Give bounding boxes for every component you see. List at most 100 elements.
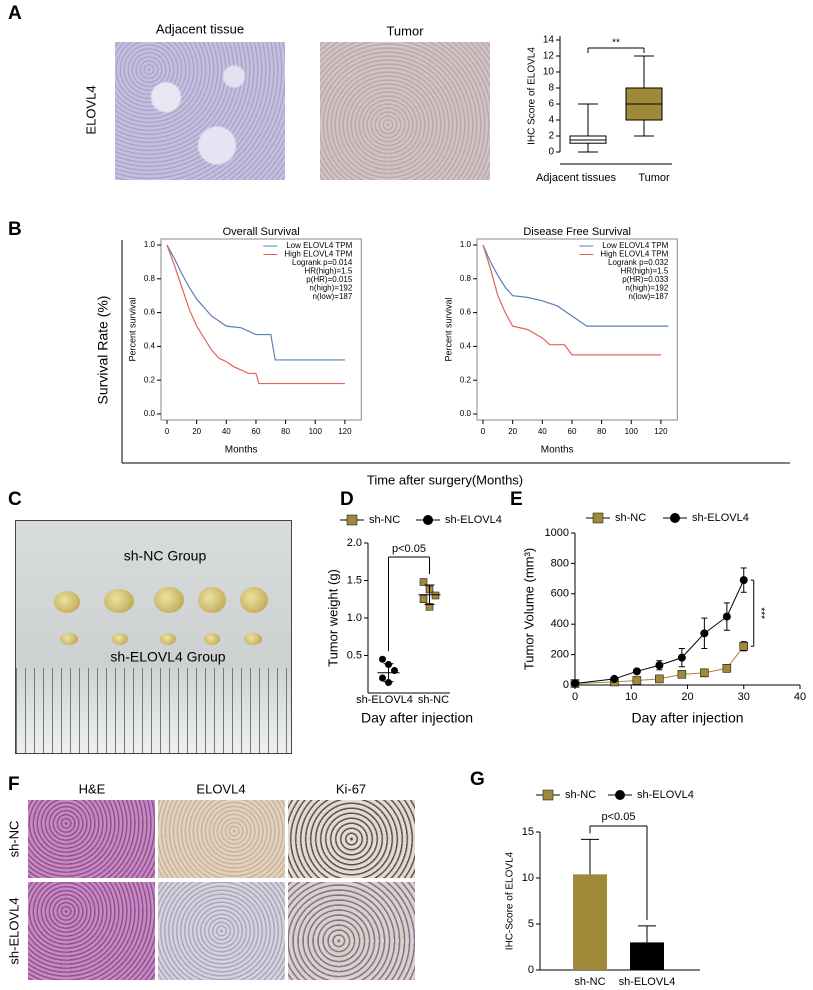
marker xyxy=(419,578,428,586)
chart-title: Overall Survival xyxy=(223,226,300,238)
x-tick-label: 80 xyxy=(281,427,290,436)
legend-marker xyxy=(346,514,358,526)
micrograph xyxy=(320,42,490,180)
x-tick-label: 30 xyxy=(738,691,750,703)
y-tick-label: 2 xyxy=(548,131,554,142)
micrograph xyxy=(288,800,415,878)
x-tick-label: 0 xyxy=(572,691,578,703)
annotation: p<0.05 xyxy=(392,543,426,555)
chart-title: Disease Free Survival xyxy=(523,226,631,238)
marker xyxy=(700,668,709,678)
tumor xyxy=(60,633,78,645)
x-tick-label: 80 xyxy=(597,427,606,436)
y-tick-label: 4 xyxy=(548,115,554,126)
annotation: ** xyxy=(612,38,620,49)
y-tick-label: 10 xyxy=(522,872,534,884)
marker xyxy=(385,679,392,686)
annotation: HR(high)=1.5 xyxy=(304,267,352,276)
axis-label: Months xyxy=(541,445,574,456)
tumor xyxy=(204,633,220,645)
axis-label: Percent survival xyxy=(127,297,137,361)
y-tick-label: 0.6 xyxy=(144,308,156,317)
y-tick-label: 14 xyxy=(543,35,555,46)
y-tick-label: 0 xyxy=(563,679,569,691)
annotation: n(low)=187 xyxy=(312,292,352,301)
marker xyxy=(722,664,732,673)
photo xyxy=(15,520,292,754)
axis-label: IHC-Score of ELOVL4 xyxy=(505,851,516,950)
marker xyxy=(677,653,686,662)
marker xyxy=(739,641,748,651)
bar xyxy=(630,942,664,970)
legend-label: Low ELOVL4 TPM xyxy=(286,241,352,250)
x-tick-label: Adjacent tissues xyxy=(536,172,617,184)
micrograph xyxy=(158,882,285,980)
y-tick-label: 10 xyxy=(543,67,555,78)
legend-label: sh-ELOVL4 xyxy=(692,512,749,524)
marker xyxy=(632,667,641,676)
x-tick-label: 20 xyxy=(192,427,201,436)
series-line xyxy=(482,244,669,327)
tumor xyxy=(198,587,226,613)
column-label: Tumor xyxy=(386,23,424,38)
legend-marker xyxy=(670,513,680,523)
y-tick-label: 0 xyxy=(528,964,534,976)
axis-label: Time after surgery(Months) xyxy=(367,472,523,487)
marker xyxy=(739,576,748,585)
micrograph xyxy=(158,800,285,878)
marker xyxy=(655,661,664,670)
x-tick-label: 40 xyxy=(222,427,231,436)
legend-marker xyxy=(592,512,604,524)
legend-marker xyxy=(423,515,433,525)
panel-letter: D xyxy=(340,489,354,510)
y-tick-label: 400 xyxy=(551,618,569,630)
x-tick-label: 120 xyxy=(338,427,352,436)
y-tick-label: 6 xyxy=(548,99,554,110)
annotation: p<0.05 xyxy=(602,811,636,823)
y-tick-label: 0.0 xyxy=(144,409,156,418)
x-tick-label: sh-ELOVL4 xyxy=(356,694,413,706)
axis-label: Day after injection xyxy=(361,710,473,726)
legend-label: sh-ELOVL4 xyxy=(445,514,502,526)
axis-label: Tumor Volume (mm³) xyxy=(521,548,536,670)
y-tick-label: 12 xyxy=(543,51,555,62)
panel-letter: A xyxy=(8,3,22,24)
tumor xyxy=(54,591,80,613)
panel-letter: E xyxy=(510,489,523,510)
annotation: n(high)=192 xyxy=(309,284,352,293)
row-label: sh-NC xyxy=(6,821,21,858)
legend-label: sh-NC xyxy=(615,512,646,524)
tumor xyxy=(244,633,262,645)
tumor xyxy=(160,633,176,645)
marker xyxy=(632,676,642,685)
marker xyxy=(419,595,428,603)
marker xyxy=(610,674,619,683)
panel-letter: B xyxy=(8,219,22,240)
x-tick-label: 40 xyxy=(538,427,547,436)
y-tick-label: 15 xyxy=(522,826,534,838)
micrograph xyxy=(115,42,285,180)
axis-label: Months xyxy=(225,445,258,456)
annotation: p(HR)=0.015 xyxy=(306,275,353,284)
x-tick-label: sh-NC xyxy=(574,976,605,988)
y-tick-label: 0.0 xyxy=(460,409,472,418)
legend-marker xyxy=(615,790,625,800)
x-tick-label: 0 xyxy=(481,427,486,436)
y-tick-label: 0.5 xyxy=(347,649,362,661)
legend-label: High ELOVL4 TPM xyxy=(284,250,352,259)
tumor xyxy=(104,589,134,613)
plot-frame xyxy=(476,238,678,421)
panel-letter: F xyxy=(8,774,20,795)
axis-label: Tumor weight (g) xyxy=(325,569,340,667)
column-label: Adjacent tissue xyxy=(156,21,244,36)
row-label: sh-ELOVL4 xyxy=(6,897,21,964)
row-label: ELOVL4 xyxy=(83,85,98,134)
x-tick-label: 10 xyxy=(625,691,637,703)
legend-label: Low ELOVL4 TPM xyxy=(602,241,668,250)
series-line xyxy=(166,244,345,385)
x-tick-label: 20 xyxy=(508,427,517,436)
column-label: ELOVL4 xyxy=(196,781,245,796)
x-tick-label: sh-ELOVL4 xyxy=(619,976,676,988)
annotation: Logrank p=0.014 xyxy=(292,258,353,267)
